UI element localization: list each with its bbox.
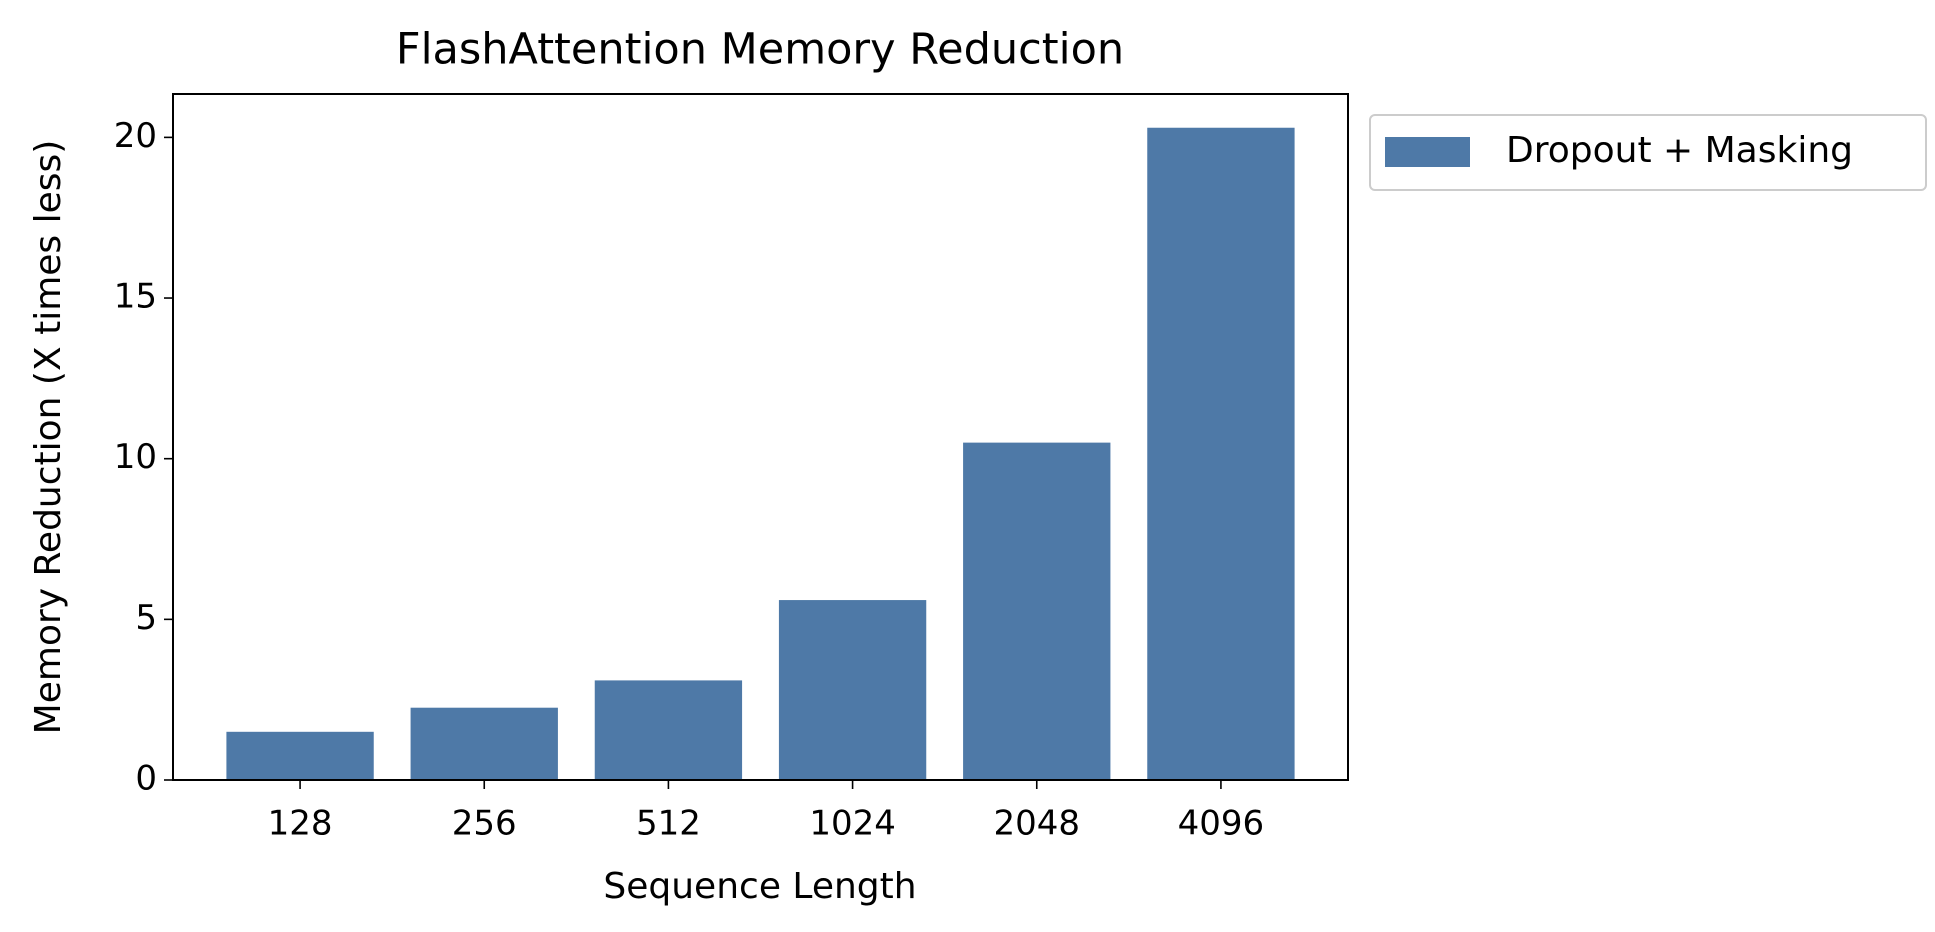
y-tick-label: 0 bbox=[135, 759, 157, 799]
bar bbox=[594, 680, 743, 780]
x-tick-label: 1024 bbox=[809, 804, 896, 844]
bar bbox=[226, 731, 374, 780]
y-axis-label: Memory Reduction (X times less) bbox=[28, 140, 69, 735]
plot-frame bbox=[172, 93, 1349, 781]
x-tick-label: 4096 bbox=[1178, 804, 1265, 844]
y-tick-label: 15 bbox=[114, 277, 157, 317]
y-tick-label: 5 bbox=[135, 598, 157, 638]
bar bbox=[410, 707, 558, 780]
x-tick-label: 128 bbox=[268, 804, 333, 844]
x-tick-label: 512 bbox=[636, 804, 701, 844]
legend-label: Dropout + Masking bbox=[1506, 130, 1853, 171]
x-tick-label: 2048 bbox=[993, 804, 1080, 844]
legend-box bbox=[1369, 114, 1927, 191]
y-tick-label: 20 bbox=[114, 116, 157, 156]
y-tick-label: 10 bbox=[114, 437, 157, 477]
bar bbox=[963, 442, 1111, 780]
chart-title: FlashAttention Memory Reduction bbox=[396, 25, 1124, 75]
bar bbox=[778, 600, 927, 780]
bar bbox=[1147, 127, 1295, 781]
legend-swatch bbox=[1385, 137, 1470, 167]
x-axis-label: Sequence Length bbox=[603, 866, 916, 907]
x-tick-label: 256 bbox=[452, 804, 517, 844]
